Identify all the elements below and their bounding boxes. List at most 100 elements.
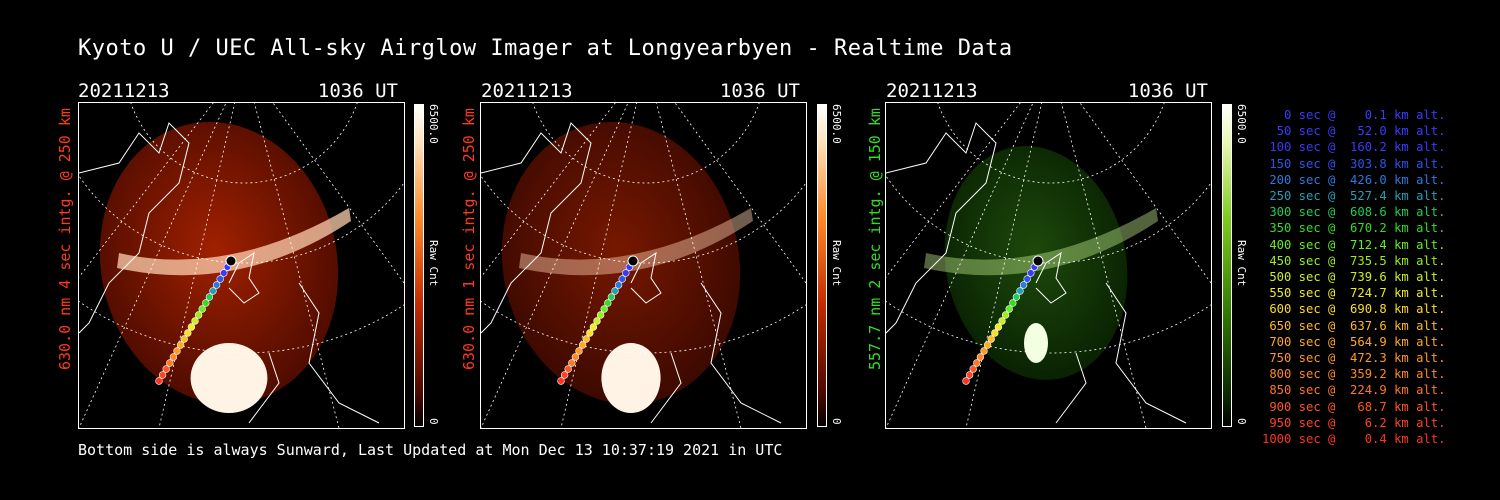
trajectory-point (198, 305, 206, 313)
legend-item: 550 sec @ 724.7 km alt. (1262, 286, 1446, 301)
legend-item: 650 sec @ 637.6 km alt. (1262, 318, 1446, 333)
panel-1-image[interactable] (78, 102, 405, 429)
panel-2-time: 1036 UT (719, 80, 800, 102)
trajectory-point (965, 371, 974, 379)
panel-3-image[interactable] (885, 102, 1212, 429)
allsky-map (79, 103, 404, 428)
legend-item: 500 sec @ 739.6 km alt. (1262, 270, 1446, 285)
trajectory-point (176, 341, 185, 349)
trajectory-point (202, 299, 210, 307)
trajectory-point (604, 299, 612, 307)
bright-patch (601, 343, 661, 413)
trajectory-point (973, 359, 981, 367)
panel-3-channel-label: 557.7 nm 2 sec intg. @ 150 km (866, 108, 884, 370)
legend-item: 400 sec @ 712.4 km alt. (1262, 237, 1446, 252)
trajectory-point (983, 341, 992, 349)
trajectory (155, 255, 237, 385)
trajectory-point (1001, 311, 1010, 319)
trajectory (962, 255, 1044, 385)
trajectory-point (578, 341, 587, 349)
trajectory-point (155, 377, 163, 385)
trajectory-point (220, 269, 228, 277)
trajectory-point (607, 293, 616, 301)
legend-item: 450 sec @ 735.5 km alt. (1262, 253, 1446, 268)
panel-2-cbar-min: 0 (830, 418, 843, 425)
trajectory-point (1016, 287, 1024, 295)
trajectory-point (1009, 299, 1017, 307)
trajectory (557, 255, 639, 385)
panel-3-cbar-max: 6500.0 (1235, 104, 1248, 144)
allsky-map (886, 103, 1211, 428)
trajectory-point (586, 329, 594, 337)
station-marker (1032, 255, 1044, 267)
legend-item: 600 sec @ 690.8 km alt. (1262, 302, 1446, 317)
trajectory-point (976, 353, 985, 361)
station-marker (225, 255, 237, 267)
panel-2-channel-label: 630.0 nm 1 sec intg. @ 250 km (460, 108, 478, 370)
coastline (79, 122, 380, 424)
trajectory-point (1012, 293, 1021, 301)
trajectory-point (994, 323, 1003, 331)
trajectory-point (557, 377, 565, 385)
legend-item: 800 sec @ 359.2 km alt. (1262, 367, 1446, 382)
trajectory-point (209, 287, 217, 295)
coastline (481, 122, 782, 424)
trajectory-point (589, 323, 598, 331)
trajectory-point (575, 347, 583, 355)
sky-image (501, 121, 741, 405)
trajectory-point (611, 287, 619, 295)
trajectory-point (987, 335, 995, 343)
trajectory-point (184, 329, 192, 337)
panel-1-colorbar (414, 104, 424, 427)
panel-1-cbar-title: Raw Cnt (427, 240, 440, 287)
panel-1-channel-label: 630.0 nm 4 sec intg. @ 250 km (56, 108, 74, 370)
legend-item: 50 sec @ 52.0 km alt. (1262, 124, 1446, 139)
panel-2-cbar-title: Raw Cnt (830, 240, 843, 287)
panel-3-cbar-title: Raw Cnt (1235, 240, 1248, 287)
panel-3-colorbar (1222, 104, 1232, 427)
legend-item: 700 sec @ 564.9 km alt. (1262, 334, 1446, 349)
trajectory-point (194, 311, 203, 319)
panel-2-colorbar (817, 104, 827, 427)
bright-patch (190, 343, 268, 413)
allsky-map (481, 103, 806, 428)
panel-2-image[interactable] (480, 102, 807, 429)
trajectory-point (166, 359, 174, 367)
panel-3-time: 1036 UT (1127, 80, 1208, 102)
panel-1-time: 1036 UT (317, 80, 398, 102)
trajectory-point (212, 281, 221, 289)
trajectory-point (180, 335, 188, 343)
trajectory-point (560, 371, 569, 379)
legend-item: 1000 sec @ 0.4 km alt. (1262, 432, 1446, 447)
panel-1-date: 20211213 (78, 80, 170, 102)
legend-item: 850 sec @ 224.9 km alt. (1262, 383, 1446, 398)
trajectory-point (596, 311, 605, 319)
trajectory-point (969, 365, 977, 373)
trajectory-point (158, 371, 167, 379)
trajectory-point (571, 353, 580, 361)
legend-item: 200 sec @ 426.0 km alt. (1262, 172, 1446, 187)
legend-item: 250 sec @ 527.4 km alt. (1262, 189, 1446, 204)
panel-2-cbar-max: 6500.0 (830, 104, 843, 144)
legend-item: 950 sec @ 6.2 km alt. (1262, 415, 1446, 430)
trajectory-point (600, 305, 608, 313)
trajectory-point (205, 293, 214, 301)
panel-3-date: 20211213 (886, 80, 978, 102)
trajectory-point (162, 365, 170, 373)
trajectory-point (614, 281, 623, 289)
legend-item: 750 sec @ 472.3 km alt. (1262, 351, 1446, 366)
trajectory-point (1019, 281, 1028, 289)
graticule (79, 103, 404, 428)
trajectory-point (1005, 305, 1013, 313)
panel-3-cbar-min: 0 (1235, 418, 1248, 425)
panel-2-date: 20211213 (481, 80, 573, 102)
trajectory-point (618, 275, 626, 283)
legend-item: 300 sec @ 608.6 km alt. (1262, 205, 1446, 220)
trajectory-point (564, 365, 572, 373)
graticule (886, 103, 1211, 428)
graticule (481, 103, 806, 428)
page-title: Kyoto U / UEC All-sky Airglow Imager at … (78, 36, 1013, 61)
trajectory-point (169, 353, 178, 361)
legend-item: 100 sec @ 160.2 km alt. (1262, 140, 1446, 155)
trajectory-point (191, 317, 199, 325)
